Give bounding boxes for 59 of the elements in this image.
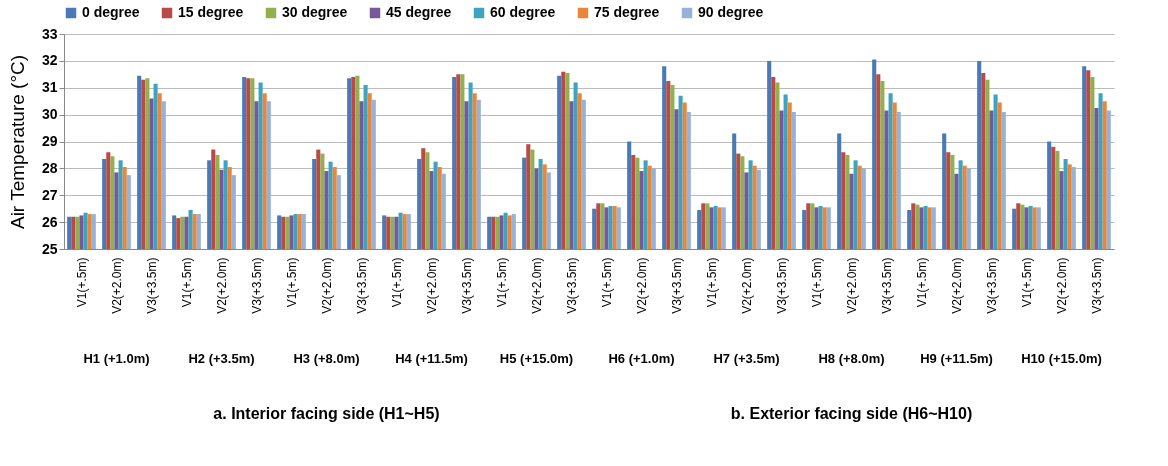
x-tick-label: V3(+3.5m) bbox=[249, 257, 264, 314]
x-tick-label: V3(+3.5m) bbox=[774, 257, 789, 314]
text: H2 (+3.5m) bbox=[188, 351, 255, 366]
text: b. Exterior facing side (H6~H10) bbox=[730, 405, 973, 422]
x-tick-label: V1(+.5m) bbox=[179, 257, 194, 308]
x-tick-label: V2(+2.0m) bbox=[1054, 257, 1069, 314]
x-tick-label: V2(+2.0m) bbox=[109, 257, 124, 314]
text: H8 (+8.0m) bbox=[818, 351, 885, 366]
x-tick-label: V2(+2.0m) bbox=[949, 257, 964, 314]
legend-label: 15 degree bbox=[178, 4, 244, 20]
x-tick-label: V1(+.5m) bbox=[284, 257, 299, 308]
y-tick-label: 27 bbox=[41, 186, 58, 203]
x-tick-label: V1(+.5m) bbox=[1019, 257, 1034, 308]
x-tick-label: V2(+2.0m) bbox=[424, 257, 439, 314]
text: a. Interior facing side (H1~H5) bbox=[213, 405, 440, 422]
x-tick-label: V2(+2.0m) bbox=[214, 257, 229, 314]
x-tick-label: V1(+.5m) bbox=[704, 257, 719, 308]
x-tick-label: V1(+.5m) bbox=[74, 257, 89, 308]
x-tick-label: V2(+2.0m) bbox=[529, 257, 544, 314]
y-tick-label: 26 bbox=[41, 213, 58, 230]
y-tick-label: 31 bbox=[41, 79, 58, 96]
legend-label: 30 degree bbox=[282, 4, 348, 20]
text: H1 (+1.0m) bbox=[83, 351, 150, 366]
x-tick-label: V1(+.5m) bbox=[494, 257, 509, 308]
x-tick-label: V3(+3.5m) bbox=[564, 257, 579, 314]
y-tick-label: 32 bbox=[41, 52, 58, 69]
legend-label: 45 degree bbox=[386, 4, 452, 20]
x-tick-label: V3(+3.5m) bbox=[144, 257, 159, 314]
x-tick-label: V3(+3.5m) bbox=[669, 257, 684, 314]
text: H6 (+1.0m) bbox=[608, 351, 675, 366]
text: H4 (+11.5m) bbox=[395, 351, 468, 366]
x-tick-label: V1(+.5m) bbox=[599, 257, 614, 308]
x-tick-label: V1(+.5m) bbox=[914, 257, 929, 308]
legend-label: 60 degree bbox=[490, 4, 556, 20]
y-tick-label: 30 bbox=[41, 106, 58, 123]
text: H10 (+15.0m) bbox=[1021, 351, 1102, 366]
x-tick-label: V2(+2.0m) bbox=[634, 257, 649, 314]
x-tick-label: V3(+3.5m) bbox=[879, 257, 894, 314]
x-tick-label: V1(+.5m) bbox=[389, 257, 404, 308]
y-tick-label: 33 bbox=[41, 25, 58, 42]
text: H7 (+3.5m) bbox=[713, 351, 780, 366]
x-tick-label: V2(+2.0m) bbox=[844, 257, 859, 314]
text: H3 (+8.0m) bbox=[293, 351, 360, 366]
text: H5 (+15.0m) bbox=[499, 351, 574, 366]
x-tick-label: V2(+2.0m) bbox=[739, 257, 754, 314]
x-tick-label: V3(+3.5m) bbox=[459, 257, 474, 314]
x-tick-label: V3(+3.5m) bbox=[354, 257, 369, 314]
legend-label: 90 degree bbox=[698, 4, 764, 20]
legend-label: 0 degree bbox=[82, 4, 140, 20]
legend-label: 75 degree bbox=[594, 4, 660, 20]
y-axis-title: Air Temperature (°C) bbox=[6, 54, 28, 230]
y-tick-label: 28 bbox=[41, 159, 58, 176]
y-tick-label: 25 bbox=[41, 240, 58, 257]
x-tick-label: V1(+.5m) bbox=[809, 257, 824, 308]
x-tick-label: V3(+3.5m) bbox=[1089, 257, 1104, 314]
text: H9 (+11.5m) bbox=[920, 351, 993, 366]
y-tick-label: 29 bbox=[41, 133, 58, 149]
x-tick-label: V2(+2.0m) bbox=[319, 257, 334, 314]
x-tick-label: V3(+3.5m) bbox=[984, 257, 999, 314]
